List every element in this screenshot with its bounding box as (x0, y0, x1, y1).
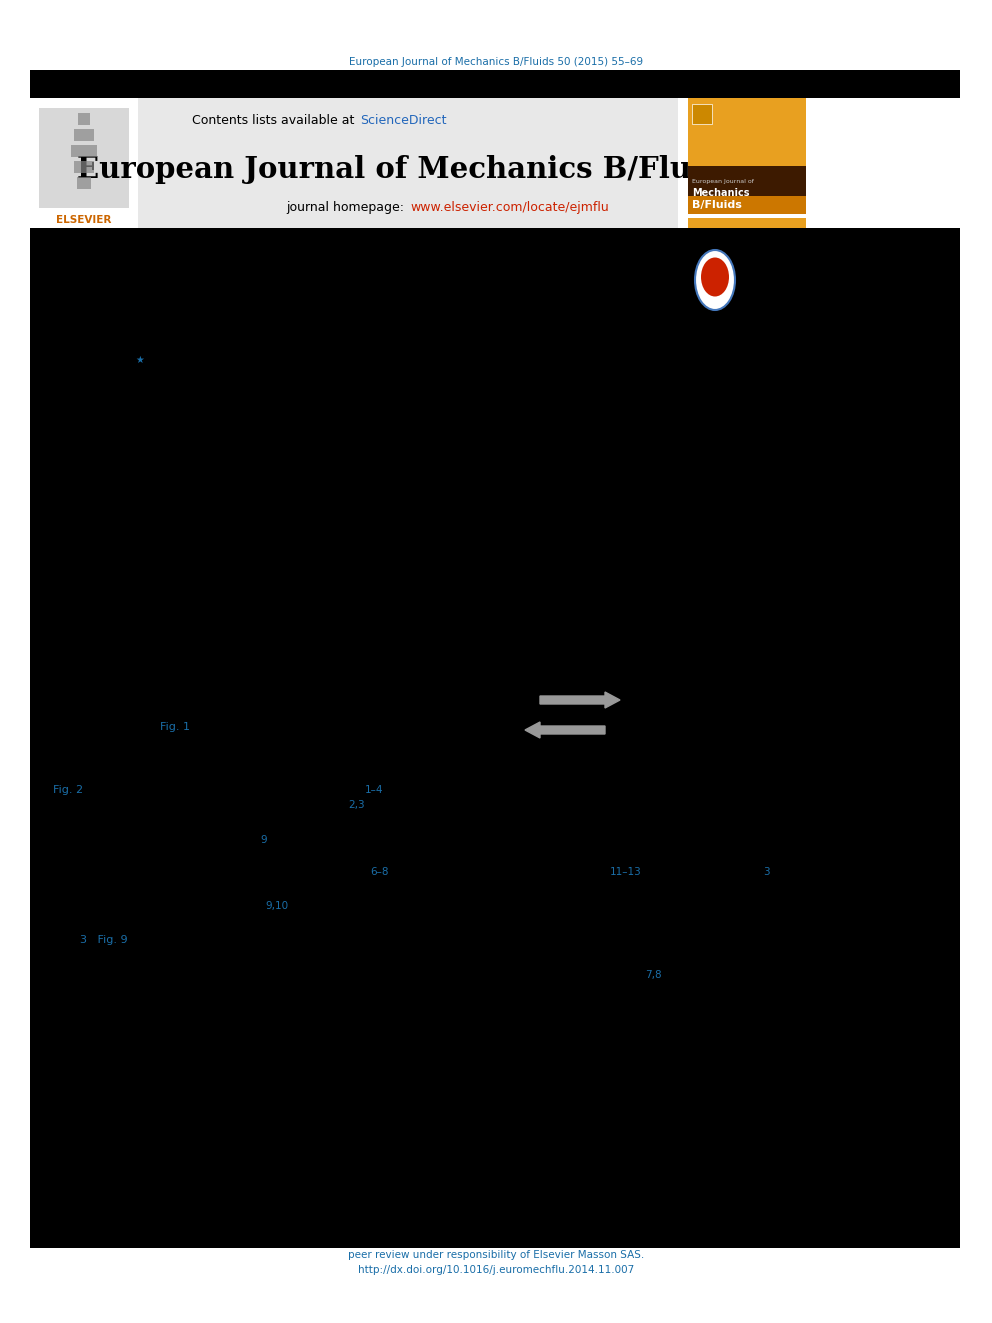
Ellipse shape (701, 258, 729, 296)
Text: ELSEVIER: ELSEVIER (57, 216, 112, 225)
Text: http://dx.doi.org/10.1016/j.euromechflu.2014.11.007: http://dx.doi.org/10.1016/j.euromechflu.… (358, 1265, 634, 1275)
Text: 9: 9 (260, 835, 267, 845)
Text: 1–4: 1–4 (365, 785, 384, 795)
Text: 2,3: 2,3 (348, 800, 365, 810)
Bar (692, 105, 712, 124)
Bar (30, 70, 960, 98)
FancyArrow shape (540, 692, 620, 708)
Text: peer review under responsibility of Elsevier Masson SAS.: peer review under responsibility of Else… (348, 1250, 644, 1259)
FancyArrow shape (525, 722, 605, 738)
Text: ★: ★ (136, 355, 145, 365)
Bar (688, 165, 806, 196)
Text: Fig. 1: Fig. 1 (160, 722, 190, 732)
Bar (688, 196, 806, 214)
Text: European Journal of: European Journal of (692, 180, 754, 184)
Ellipse shape (695, 250, 735, 310)
Bar (78, 112, 90, 124)
Text: European Journal of Mechanics B/Fluids: European Journal of Mechanics B/Fluids (77, 156, 739, 184)
Text: Contents lists available at: Contents lists available at (191, 114, 358, 127)
Bar (688, 214, 806, 218)
Text: Mechanics: Mechanics (692, 188, 750, 198)
Text: 3   Fig. 9: 3 Fig. 9 (80, 935, 128, 945)
Bar (688, 98, 806, 165)
Text: journal homepage:: journal homepage: (286, 201, 408, 214)
Text: 3: 3 (763, 867, 770, 877)
Bar (30, 98, 138, 228)
Text: ScienceDirect: ScienceDirect (360, 114, 446, 127)
Bar (138, 98, 678, 228)
Bar (688, 218, 806, 228)
Bar (74, 161, 94, 173)
Bar (74, 130, 94, 142)
Text: 9,10: 9,10 (265, 901, 288, 912)
Bar (71, 146, 97, 157)
Bar (39, 108, 129, 208)
Text: 7,8: 7,8 (645, 970, 662, 980)
Text: www.elsevier.com/locate/ejmflu: www.elsevier.com/locate/ejmflu (410, 201, 609, 214)
Text: 11–13: 11–13 (610, 867, 642, 877)
Bar (30, 228, 960, 1248)
Bar (77, 177, 91, 189)
Text: 6–8: 6–8 (370, 867, 389, 877)
Text: European Journal of Mechanics B/Fluids 50 (2015) 55–69: European Journal of Mechanics B/Fluids 5… (349, 57, 643, 67)
Text: B/Fluids: B/Fluids (692, 200, 742, 210)
Text: Fig. 2: Fig. 2 (53, 785, 83, 795)
